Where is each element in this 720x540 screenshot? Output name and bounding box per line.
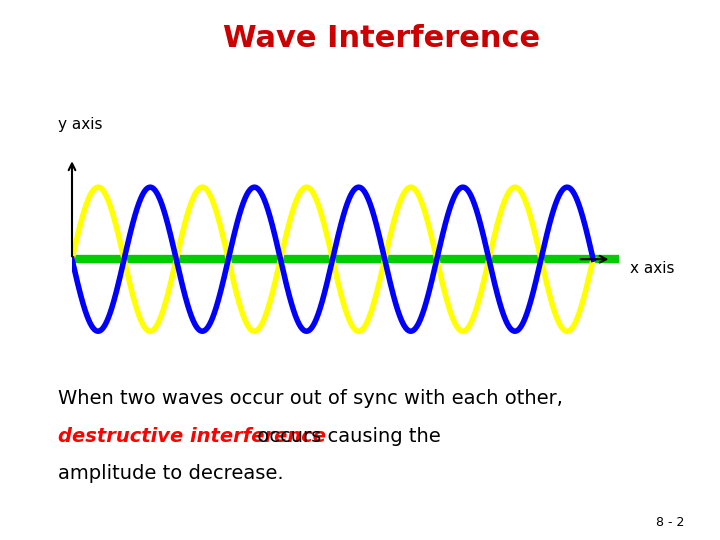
Text: Wave Interference: Wave Interference [223,24,540,53]
Text: When two waves occur out of sync with each other,: When two waves occur out of sync with ea… [58,389,562,408]
Text: occurs causing the: occurs causing the [251,427,441,446]
Text: 8 - 2: 8 - 2 [656,516,684,529]
Text: y axis: y axis [58,117,102,132]
Text: x axis: x axis [630,261,675,276]
Text: destructive interference: destructive interference [58,427,325,446]
Text: amplitude to decrease.: amplitude to decrease. [58,464,283,483]
